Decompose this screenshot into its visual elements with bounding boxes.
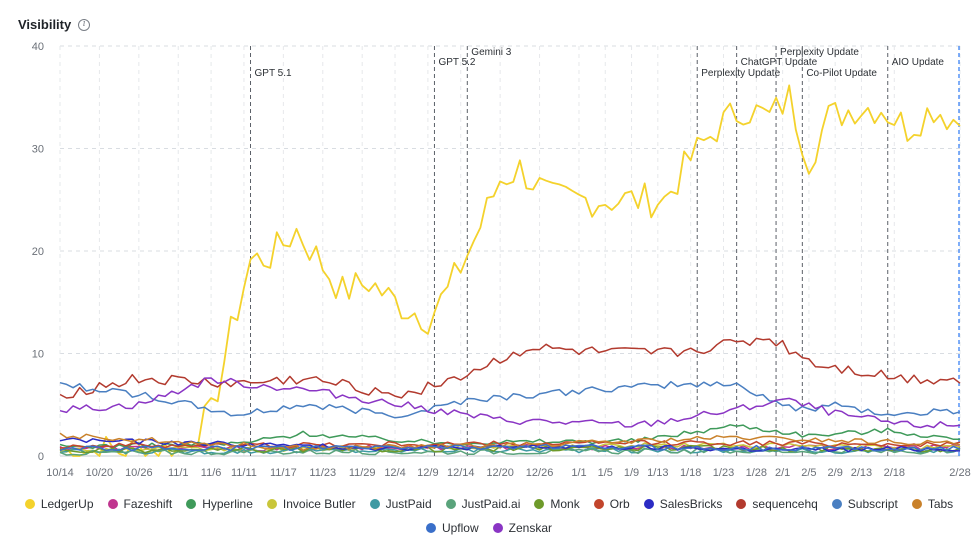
info-circle-icon[interactable]: i [78, 18, 91, 31]
legend-swatch [643, 499, 654, 509]
legend-item-upflow[interactable]: Upflow [425, 520, 479, 536]
legend-swatch [369, 499, 380, 509]
chart-header: Visibility i [18, 17, 91, 32]
legend-swatch [425, 523, 436, 533]
legend-item-sequencehq[interactable]: sequencehq [736, 496, 818, 512]
y-tick-label: 10 [32, 349, 44, 361]
visibility-line-chart: 0 10 20 30 40 10/14 10/20 10/26 11/1 11/6 11/11 11/… [32, 41, 971, 479]
x-tick-label: 10/26 [125, 467, 153, 479]
x-tick-label: 1/1 [571, 467, 586, 479]
x-tick-label: 11/29 [349, 467, 376, 479]
series-line-ledgerup [59, 84, 961, 457]
legend-label: Upflow [441, 521, 479, 535]
legend-label: Subscript [847, 497, 898, 511]
annotation-label: Gemini 3 [471, 47, 511, 58]
x-tick-label: 12/14 [447, 467, 475, 479]
x-tick-label: 12/9 [417, 467, 438, 479]
legend-item-subscript[interactable]: Subscript [831, 496, 898, 512]
x-tick-label: 2/28 [949, 467, 970, 479]
legend-item-monk[interactable]: Monk [534, 496, 580, 512]
series-line-subscript [59, 380, 961, 419]
legend-item-justpaid-ai[interactable]: JustPaid.ai [445, 496, 521, 512]
legend-item-ledgerup[interactable]: LedgerUp [24, 496, 94, 512]
x-tick-label: 2/13 [851, 467, 872, 479]
x-tick-label: 12/4 [384, 467, 405, 479]
legend-label: Invoice Butler [282, 497, 356, 511]
y-tick-label: 40 [32, 41, 44, 53]
x-tick-label: 1/28 [746, 467, 767, 479]
annotation-label: GPT 5.1 [255, 68, 292, 79]
series-line-tabs [59, 432, 961, 451]
legend-swatch [492, 523, 503, 533]
x-tick-label: 11/1 [168, 467, 189, 479]
y-tick-label: 30 [32, 144, 44, 156]
x-tick-label: 11/23 [309, 467, 336, 479]
series-line-invoice-butler [59, 442, 961, 453]
legend-swatch [593, 499, 604, 509]
legend-swatch [266, 499, 277, 509]
legend-label: Hyperline [202, 497, 253, 511]
annotation-label: Perplexity Update [701, 68, 780, 79]
legend-swatch [911, 499, 922, 509]
series-line-sequencehq [59, 337, 961, 399]
x-tick-label: 1/13 [647, 467, 668, 479]
x-tick-label: 1/5 [598, 467, 613, 479]
legend-item-tabs[interactable]: Tabs [911, 496, 954, 512]
legend-swatch [445, 499, 456, 509]
x-tick-label: 2/1 [775, 467, 790, 479]
x-tick-label: 2/5 [801, 467, 816, 479]
legend-swatch [534, 499, 545, 509]
x-tick-label: 12/26 [526, 467, 554, 479]
annotation-label: ChatGPT Update [741, 57, 818, 68]
annotation-label: AIO Update [892, 57, 945, 68]
x-tick-label: 11/11 [231, 467, 257, 479]
legend-label: Monk [550, 497, 580, 511]
legend-label: JustPaid [385, 497, 432, 511]
annotation-label: GPT 5.2 [438, 57, 475, 68]
x-tick-label: 10/20 [86, 467, 114, 479]
chart-title: Visibility [18, 17, 72, 32]
x-tick-label: 11/6 [201, 467, 222, 479]
legend-label: JustPaid.ai [461, 497, 521, 511]
legend-item-zenskar[interactable]: Zenskar [492, 520, 553, 536]
series-line-upflow [59, 443, 961, 452]
annotation-label: Perplexity Update [780, 47, 859, 58]
legend-item-invoice-butler[interactable]: Invoice Butler [266, 496, 356, 512]
legend-swatch [107, 499, 118, 509]
legend-label: Orb [609, 497, 630, 511]
legend-item-hyperline[interactable]: Hyperline [186, 496, 253, 512]
legend-label: LedgerUp [40, 497, 94, 511]
legend-item-fazeshift[interactable]: Fazeshift [107, 496, 173, 512]
x-tick-label: 1/18 [680, 467, 701, 479]
legend-item-orb[interactable]: Orb [593, 496, 630, 512]
series-line-justpaid-ai [59, 447, 961, 456]
x-tick-label: 12/20 [486, 467, 514, 479]
legend-item-salesbricks[interactable]: SalesBricks [643, 496, 723, 512]
legend-swatch [736, 499, 747, 509]
legend-label: Fazeshift [123, 497, 173, 511]
legend-swatch [186, 499, 197, 509]
y-tick-label: 0 [38, 451, 44, 463]
legend-item-justpaid[interactable]: JustPaid [369, 496, 432, 512]
x-tick-label: 1/23 [713, 467, 734, 479]
legend-swatch [24, 499, 35, 509]
series-line-zenskar [59, 377, 961, 429]
y-tick-label: 20 [32, 246, 44, 258]
x-tick-label: 10/14 [46, 467, 74, 479]
x-tick-label: 11/17 [270, 467, 297, 479]
legend-label: Zenskar [508, 521, 553, 535]
x-tick-label: 2/18 [884, 467, 905, 479]
x-tick-label: 1/9 [624, 467, 639, 479]
chart-legend: LedgerUp Fazeshift Hyperline Invoice Butler… [0, 496, 978, 536]
legend-label: SalesBricks [659, 497, 723, 511]
annotation-label: Co-Pilot Update [806, 68, 877, 79]
legend-label: sequencehq [752, 497, 818, 511]
legend-swatch [831, 499, 842, 509]
legend-label: Tabs [927, 497, 954, 511]
x-tick-label: 2/9 [828, 467, 843, 479]
